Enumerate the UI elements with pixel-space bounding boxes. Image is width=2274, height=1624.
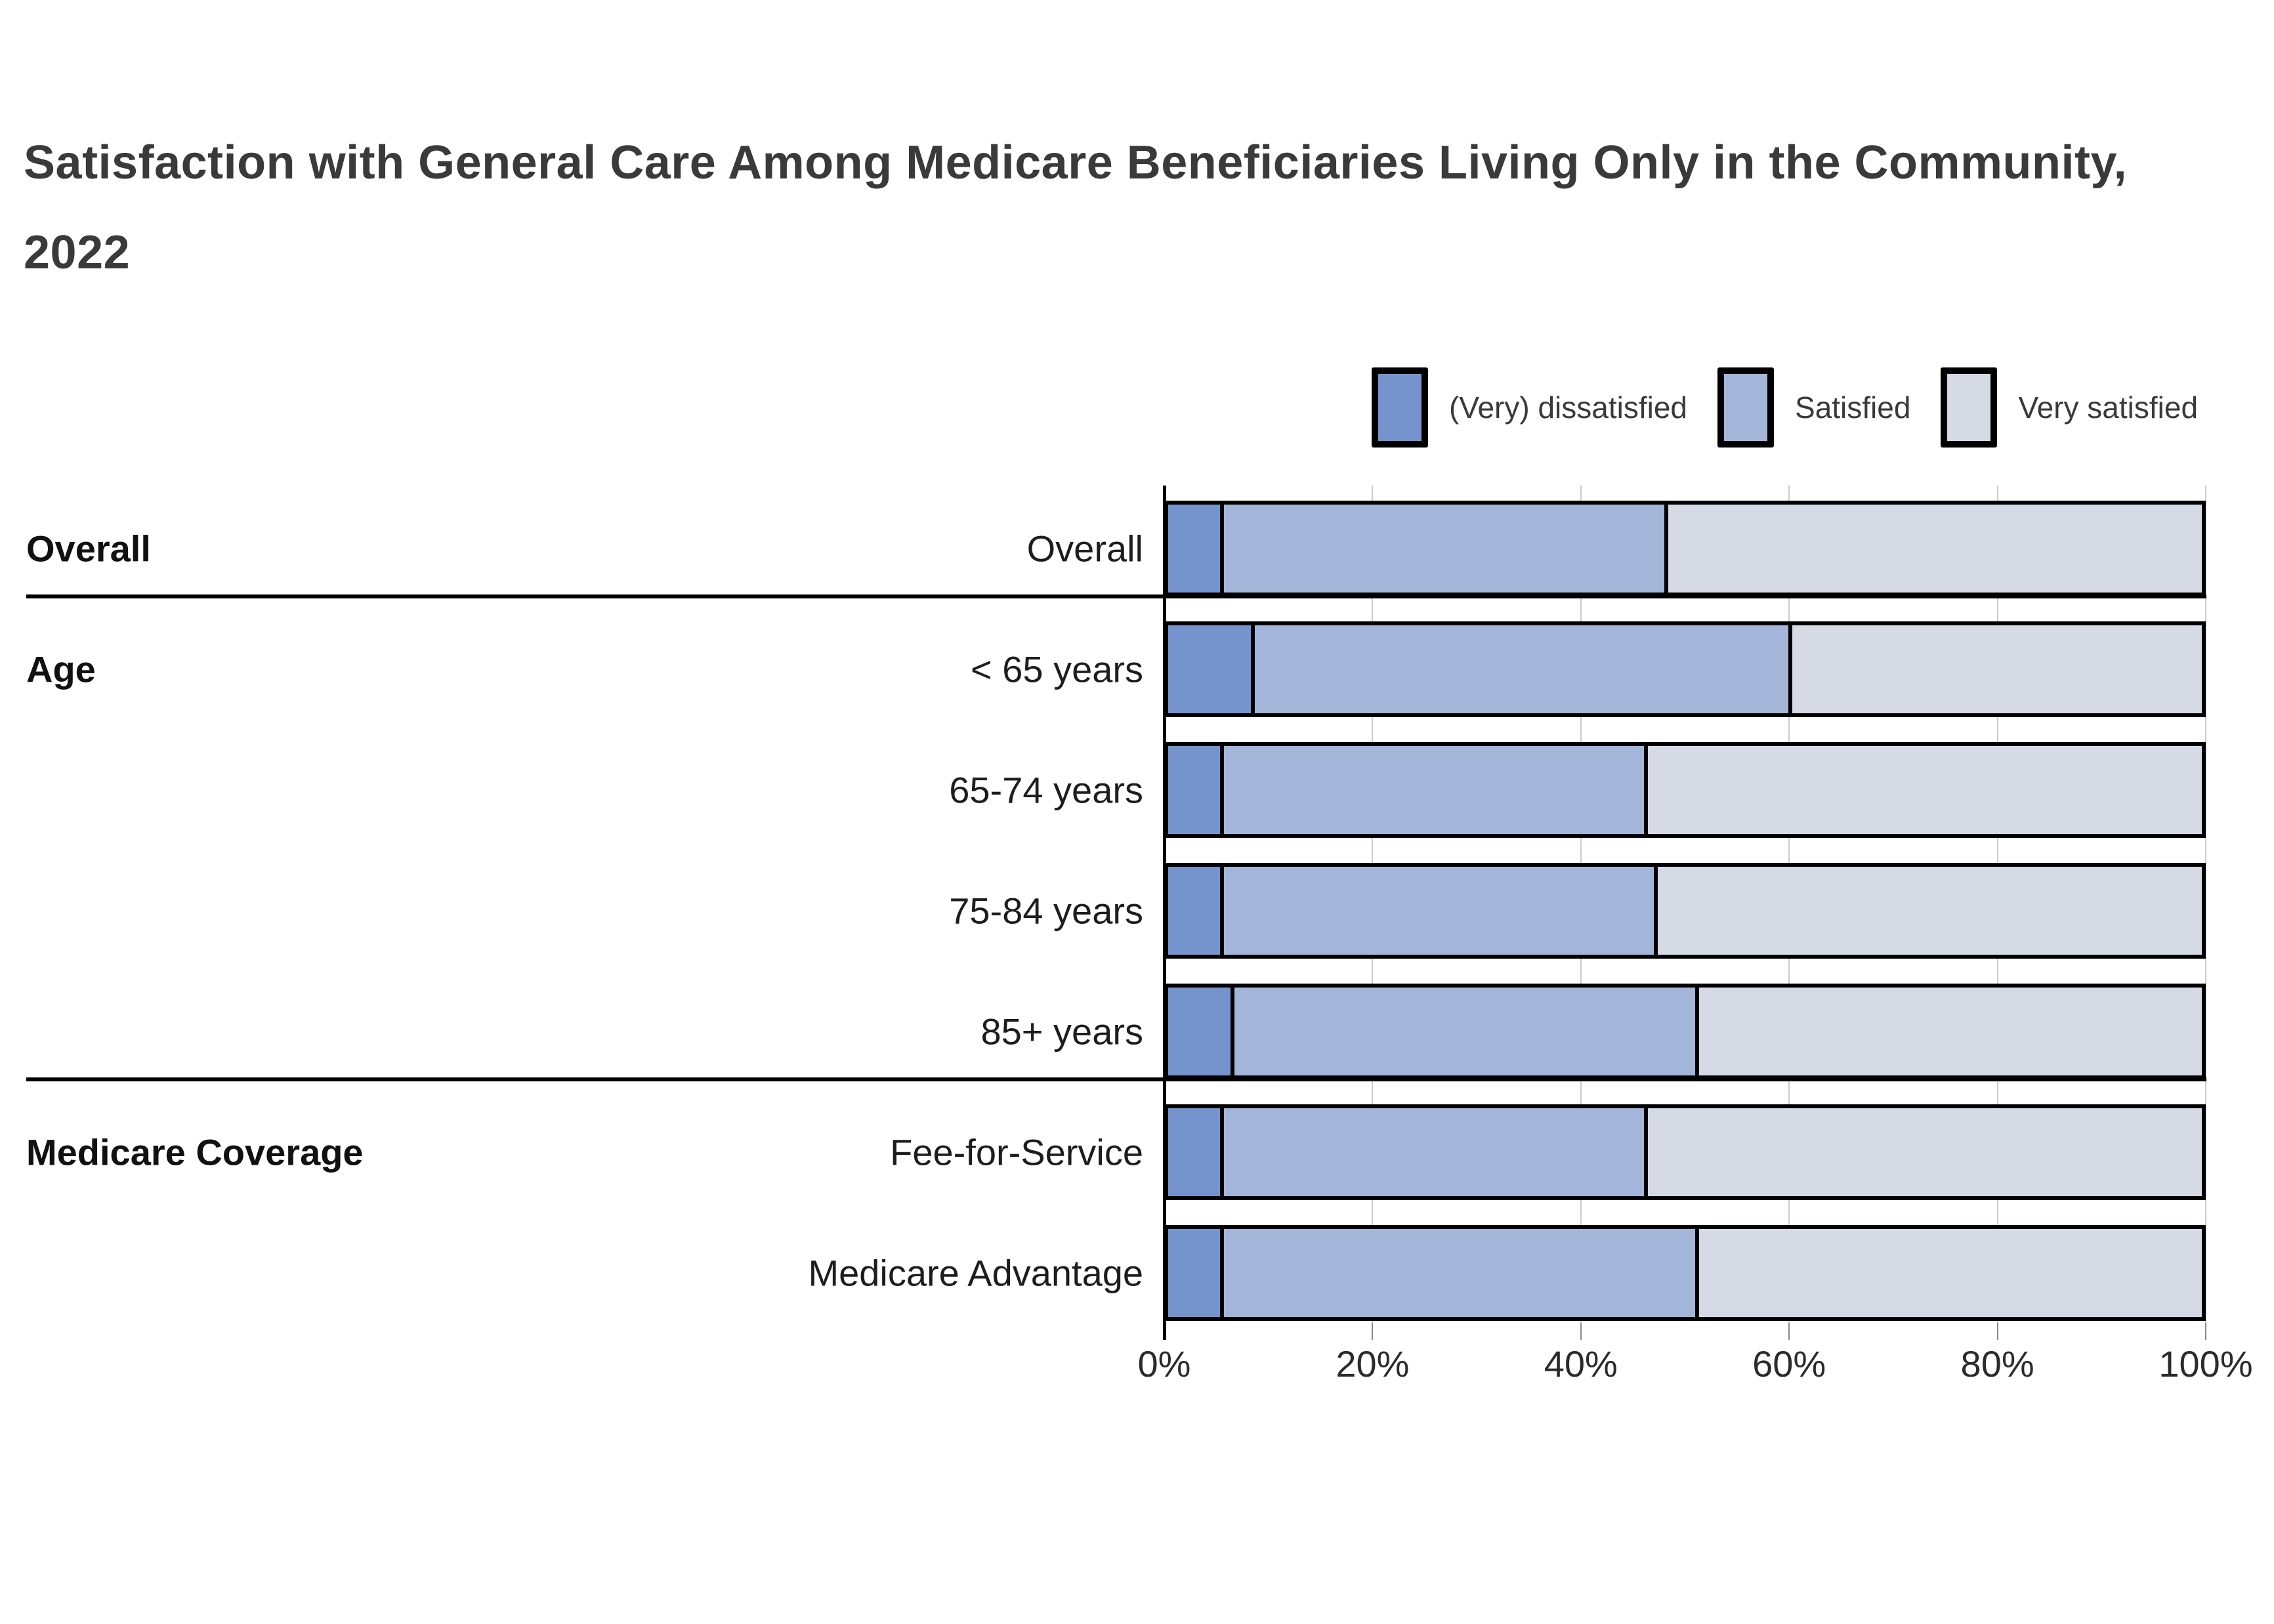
bar-segment-satisfied	[1230, 988, 1696, 1075]
legend-item-very-satisfied: Very satisfied	[1941, 367, 2198, 448]
bar-segment-very-satisfied	[1643, 1108, 2202, 1196]
bar-segment-satisfied	[1219, 1229, 1696, 1317]
axis-tick	[1580, 1323, 1582, 1340]
gridline	[2205, 486, 2206, 1323]
group-label: Overall	[26, 528, 151, 570]
x-tick-label: 0%	[1137, 1343, 1191, 1385]
bar-row	[1164, 501, 2206, 596]
group-separator	[26, 1077, 2206, 1081]
bar-segment-very-dissatisfied	[1168, 867, 1220, 955]
bar-segment-very-satisfied	[1695, 988, 2202, 1075]
bar-segment-very-satisfied	[1695, 1229, 2202, 1317]
legend-item-satisfied: Satisfied	[1717, 367, 1910, 448]
bar-segment-very-satisfied	[1654, 867, 2202, 955]
bar-segment-satisfied	[1219, 746, 1644, 834]
bar-row	[1164, 742, 2206, 838]
row-label: Overall	[1026, 528, 1143, 570]
row-label: < 65 years	[970, 648, 1143, 690]
axis-tick	[2205, 1323, 2206, 1340]
bar-row	[1164, 984, 2206, 1079]
bar-segment-satisfied	[1219, 1108, 1644, 1196]
bar-segment-satisfied	[1251, 625, 1788, 713]
bar-row	[1164, 863, 2206, 959]
axis-tick	[1996, 1323, 1998, 1340]
legend: (Very) dissatisfied Satisfied Very satis…	[1372, 367, 2198, 448]
bar-segment-satisfied	[1219, 505, 1664, 593]
x-tick-label: 40%	[1544, 1343, 1618, 1385]
bar-segment-very-dissatisfied	[1168, 1108, 1220, 1196]
bar-segment-very-dissatisfied	[1168, 505, 1220, 593]
bar-segment-very-satisfied	[1664, 505, 2202, 593]
satisfied-swatch-icon	[1717, 367, 1775, 448]
axis-tick	[1788, 1323, 1790, 1340]
legend-item-dissatisfied: (Very) dissatisfied	[1372, 367, 1687, 448]
very-satisfied-swatch-icon	[1941, 367, 1998, 448]
x-tick-label: 60%	[1752, 1343, 1826, 1385]
bar-segment-very-satisfied	[1788, 625, 2202, 713]
legend-label: Very satisfied	[2018, 390, 2199, 425]
x-tick-label: 20%	[1336, 1343, 1410, 1385]
bar-segment-very-dissatisfied	[1168, 988, 1231, 1075]
legend-label: Satisfied	[1795, 390, 1911, 425]
axis-tick	[1372, 1323, 1374, 1340]
row-label: 65-74 years	[949, 769, 1143, 811]
dissatisfied-swatch-icon	[1372, 367, 1428, 448]
bar-segment-very-dissatisfied	[1168, 625, 1251, 713]
group-label: Medicare Coverage	[26, 1131, 364, 1173]
x-tick-label: 100%	[2158, 1343, 2253, 1385]
row-label: 85+ years	[980, 1010, 1144, 1052]
row-label: Medicare Advantage	[808, 1252, 1143, 1294]
group-label: Age	[26, 648, 96, 690]
bar-segment-very-dissatisfied	[1168, 1229, 1220, 1317]
bar-row	[1164, 621, 2206, 717]
bar-row	[1164, 1104, 2206, 1200]
bar-row	[1164, 1225, 2206, 1321]
row-label: 75-84 years	[949, 890, 1143, 932]
group-separator	[26, 594, 2206, 598]
bar-segment-very-dissatisfied	[1168, 746, 1220, 834]
bar-segment-very-satisfied	[1643, 746, 2202, 834]
chart-title: Satisfaction with General Care Among Med…	[24, 136, 2128, 279]
bar-segment-satisfied	[1219, 867, 1654, 955]
x-tick-label: 80%	[1960, 1343, 2034, 1385]
legend-label: (Very) dissatisfied	[1449, 390, 1688, 425]
row-label: Fee-for-Service	[890, 1131, 1143, 1173]
